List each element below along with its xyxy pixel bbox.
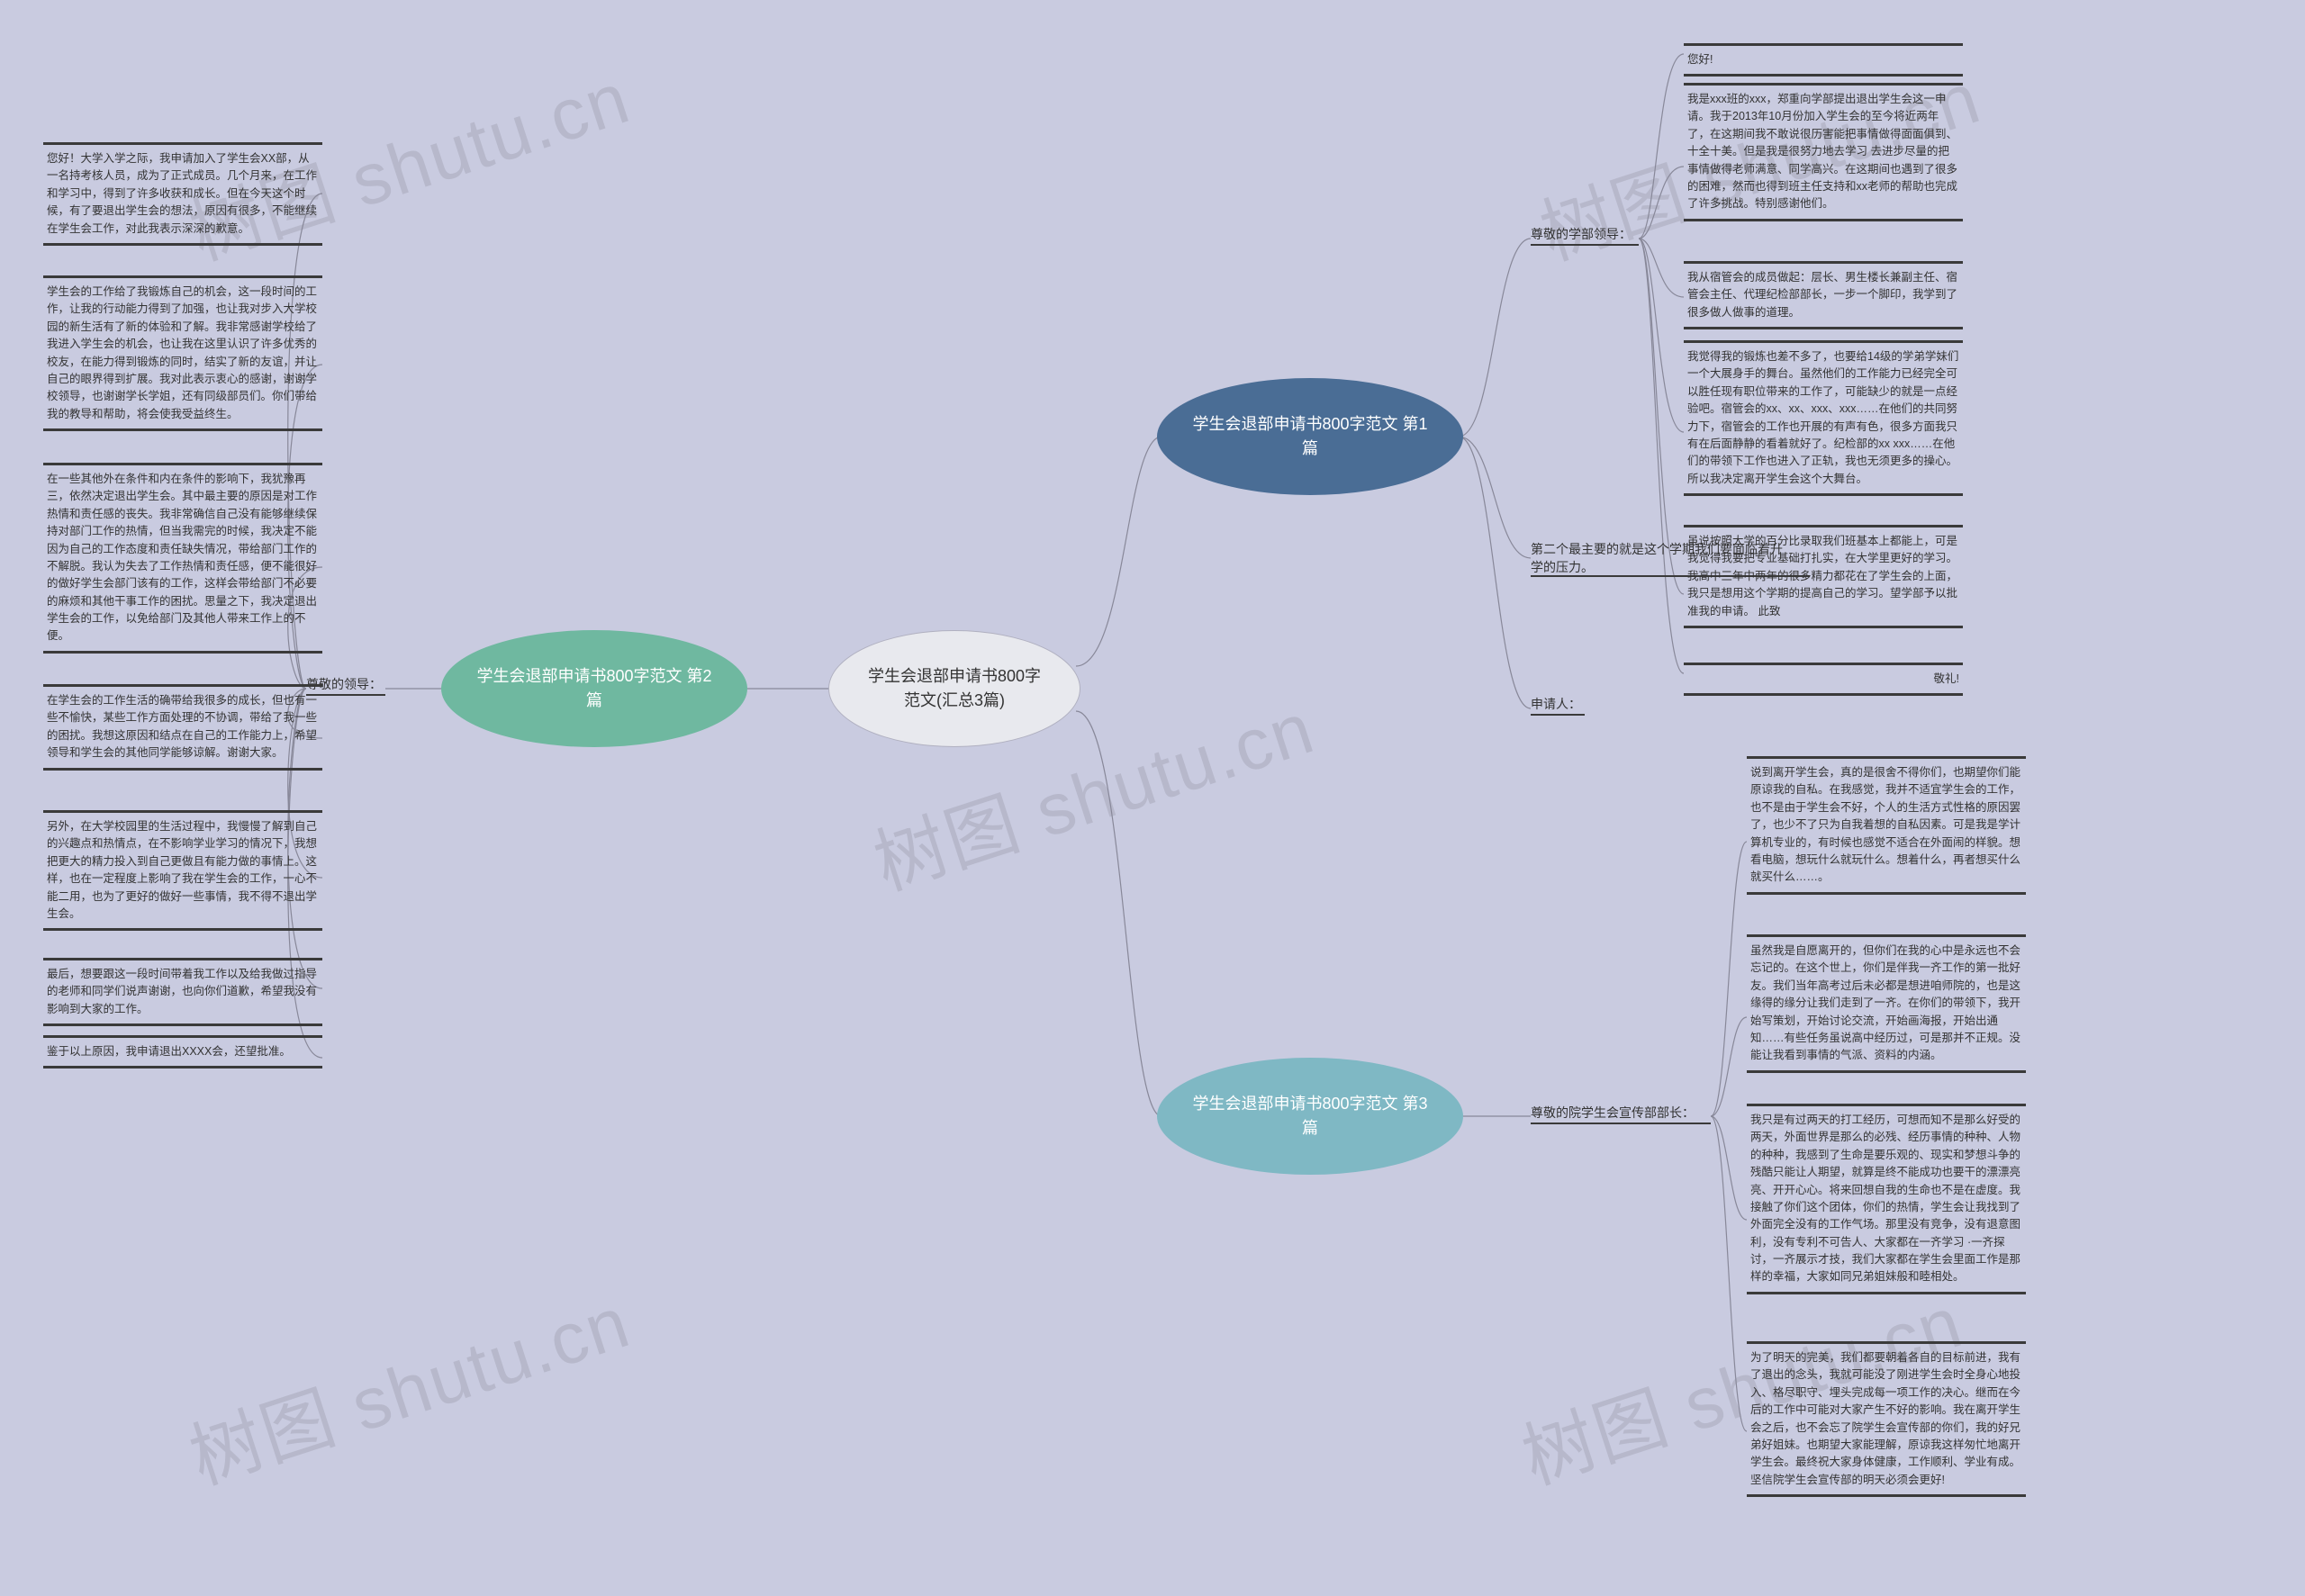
text-block: 虽说按照大学的百分比录取我们班基本上都能上，可是我觉得我要把专业基础打扎实，在大… [1684,525,1963,628]
branch3-child1-label: 尊敬的院学生会宣传部部长： [1531,1104,1695,1122]
text-block: 我是xxx班的xxx，郑重向学部提出退出学生会这一申请。我于2013年10月份加… [1684,83,1963,221]
text-block: 在学生会的工作生活的确带给我很多的成长，但也有一些不愉快，某些工作方面处理的不协… [43,684,322,771]
text-block: 我觉得我的锻炼也差不多了，也要给14级的学弟学妹们一个大展身手的舞台。虽然他们的… [1684,340,1963,496]
text-block: 为了明天的完美，我们都要朝着各自的目标前进，我有了退出的念头，我就可能没了刚进学… [1747,1341,2026,1497]
branch-node-2: 学生会退部申请书800字范文 第2 篇 [441,630,747,747]
text-block: 我从宿管会的成员做起：层长、男生楼长兼副主任、宿管会主任、代理纪检部部长，一步一… [1684,261,1963,329]
branch1-child3-label: 申请人： [1531,695,1581,713]
text-block: 另外，在大学校园里的生活过程中，我慢慢了解到自己的兴趣点和热情点，在不影响学业学… [43,810,322,931]
center-node: 学生会退部申请书800字 范文(汇总3篇) [828,630,1080,747]
text-block: 敬礼! [1684,663,1963,696]
text-block: 您好！大学入学之际，我申请加入了学生会XX部，从一名持考核人员，成为了正式成员。… [43,142,322,246]
watermark: 树图 shutu.cn [175,1265,641,1505]
text-block: 说到离开学生会，真的是很舍不得你们，也期望你们能原谅我的自私。在我感觉，我并不适… [1747,756,2026,895]
text-block: 鉴于以上原因，我申请退出XXXX会，还望批准。 [43,1035,322,1069]
branch-node-1: 学生会退部申请书800字范文 第1 篇 [1157,378,1463,495]
text-block: 学生会的工作给了我锻炼自己的机会，这一段时间的工作，让我的行动能力得到了加强，也… [43,275,322,431]
text-block: 在一些其他外在条件和内在条件的影响下，我犹豫再三，依然决定退出学生会。其中最主要… [43,463,322,654]
text-block: 我只是有过两天的打工经历，可想而知不是那么好受的两天，外面世界是那么的必残、经历… [1747,1104,2026,1294]
branch-node-3: 学生会退部申请书800字范文 第3 篇 [1157,1058,1463,1175]
text-block: 您好! [1684,43,1963,77]
text-block: 虽然我是自愿离开的，但你们在我的心中是永远也不会忘记的。在这个世上，你们是伴我一… [1747,934,2026,1073]
text-block: 最后，想要跟这一段时间带着我工作以及给我做过指导的老师和同学们说声谢谢，也向你们… [43,958,322,1026]
branch1-child1-label: 尊敬的学部领导： [1531,225,1632,243]
